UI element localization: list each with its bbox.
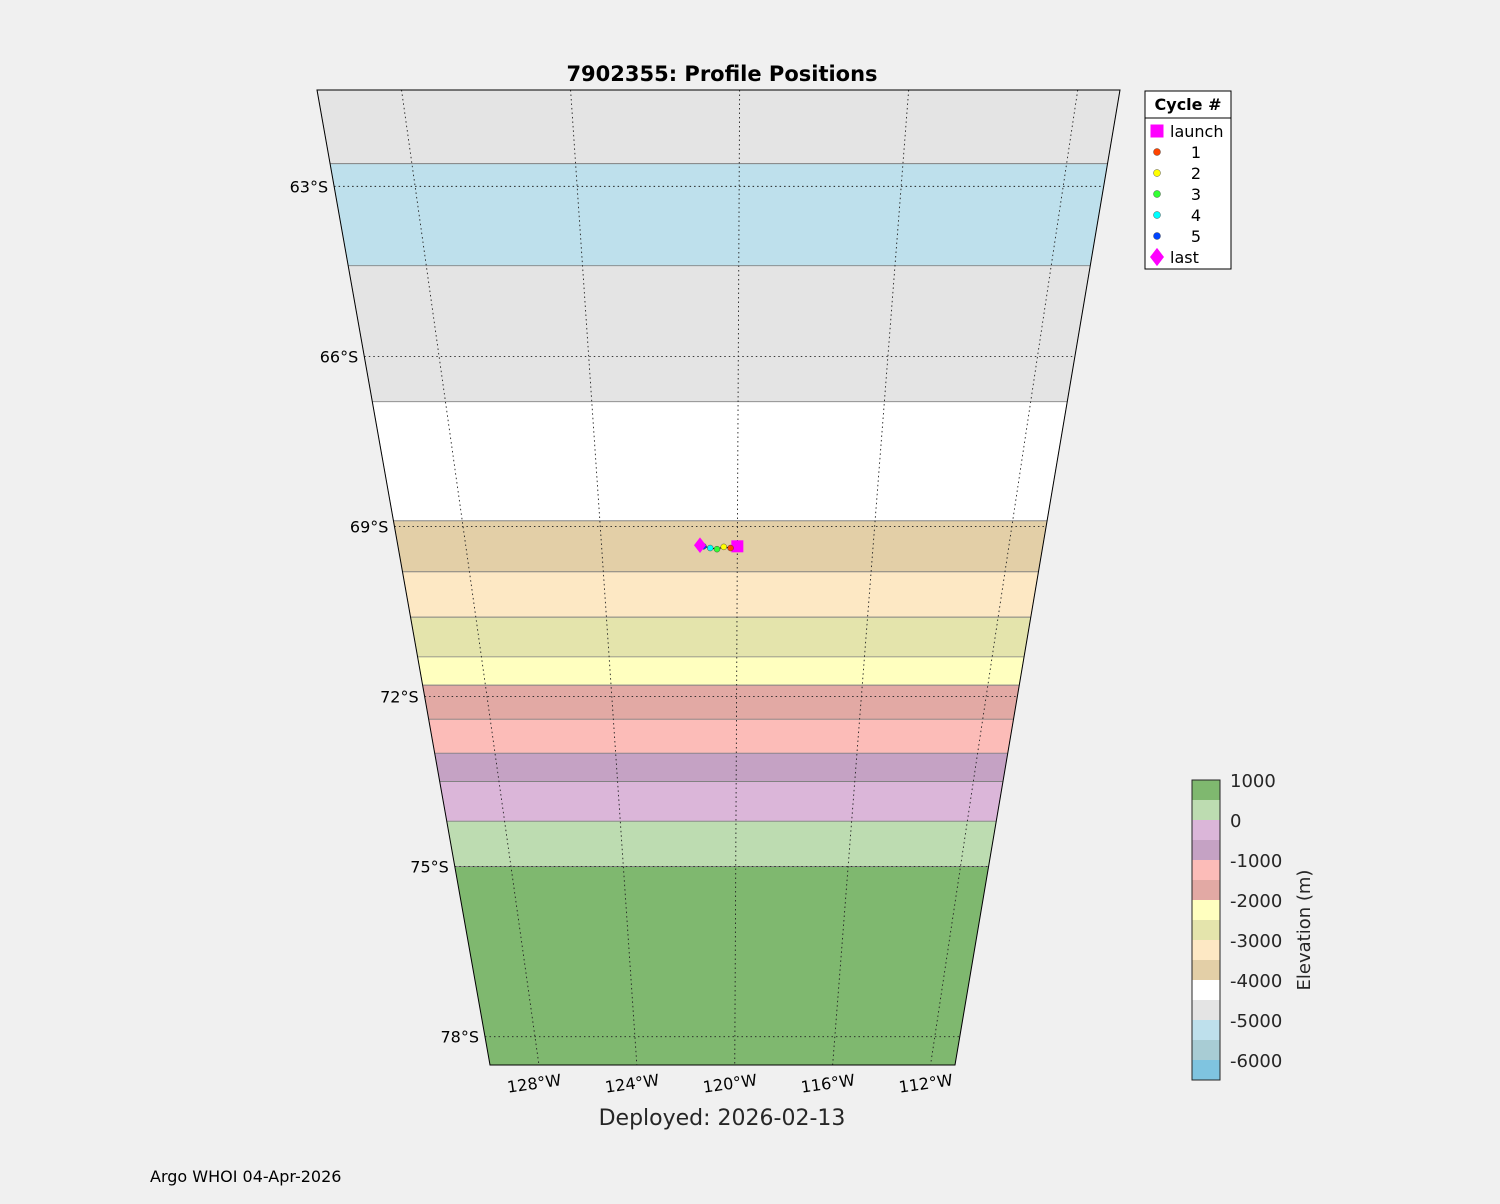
colorbar-swatch <box>1192 980 1220 1000</box>
lat-tick-label: 78°S <box>440 1028 479 1047</box>
legend-header: Cycle # <box>1155 95 1222 114</box>
lat-tick-label: 75°S <box>410 858 449 877</box>
lon-tick-label: 120°W <box>702 1070 759 1096</box>
lat-tick-label: 69°S <box>350 517 389 536</box>
lon-tick-label: 124°W <box>604 1070 661 1096</box>
legend-item-label: 1 <box>1191 143 1201 162</box>
colorbar-swatch <box>1192 780 1220 800</box>
colorbar-swatch <box>1192 940 1220 960</box>
elevation-bands <box>317 90 1120 1065</box>
legend-box <box>1144 90 1232 270</box>
legend: Cycle # launch 1 2 3 4 5 last <box>1144 90 1232 270</box>
lon-tick-label: 116°W <box>800 1070 857 1096</box>
map-area: 63°S 66°S 69°S 72°S 75°S 78°S 128°W 124°… <box>290 89 1121 1097</box>
x-axis-label: Deployed: 2026-02-13 <box>599 1106 846 1131</box>
graticule <box>334 90 1104 1065</box>
colorbar-tick-label: 1000 <box>1230 771 1276 792</box>
colorbar-tick-label: 0 <box>1230 811 1241 832</box>
elevation-band <box>417 656 1025 686</box>
legend-item-label: 5 <box>1191 227 1201 246</box>
colorbar-swatch <box>1192 820 1220 840</box>
colorbar-tick-label: -3000 <box>1230 931 1282 952</box>
profile-marker <box>713 545 721 553</box>
colorbar-tick-label: -4000 <box>1230 971 1282 992</box>
elevation-band <box>347 265 1091 403</box>
colorbar-tick-labels: 1000 0 -1000 -2000 -3000 -4000 -5000 -60… <box>1230 771 1282 1072</box>
colorbar-swatch <box>1192 840 1220 860</box>
profile-marker <box>727 544 734 552</box>
colorbar-tick-label: -5000 <box>1230 1011 1282 1032</box>
lon-tick-label: 128°W <box>506 1070 563 1096</box>
legend-item-label: 3 <box>1191 185 1201 204</box>
elevation-band <box>402 571 1039 618</box>
profile-marker <box>720 543 727 551</box>
colorbar-swatch <box>1192 1040 1220 1060</box>
elevation-band <box>392 520 1048 573</box>
elevation-band <box>410 616 1032 658</box>
colorbar-swatch <box>1192 800 1220 820</box>
elevation-band <box>434 752 1009 782</box>
latitude-tick-labels: 63°S 66°S 69°S 72°S 75°S 78°S <box>290 177 479 1046</box>
legend-item-label: 2 <box>1191 164 1201 183</box>
colorbar-swatch <box>1192 960 1220 980</box>
colorbar-swatches <box>1192 780 1220 1080</box>
elevation-band <box>329 163 1109 267</box>
colorbar-frame <box>1191 779 1221 1081</box>
legend-marker <box>1153 169 1161 177</box>
colorbar-swatch <box>1192 920 1220 940</box>
colorbar-swatch <box>1192 860 1220 880</box>
elevation-band <box>428 718 1014 754</box>
profile-marker <box>707 544 714 552</box>
elevation-band <box>422 684 1020 720</box>
legend-marker <box>1153 190 1161 198</box>
legend-items: launch 1 2 3 4 5 last <box>1150 122 1223 267</box>
lat-tick-label: 63°S <box>290 177 329 196</box>
legend-item-label: 4 <box>1191 206 1201 225</box>
lat-tick-label: 66°S <box>320 347 359 366</box>
map-frame <box>316 89 1121 1066</box>
meridian-line <box>734 90 741 1065</box>
elevation-band <box>439 781 1004 822</box>
colorbar-tick-label: -2000 <box>1230 891 1282 912</box>
meridian-line <box>570 90 638 1065</box>
float-track <box>693 537 744 553</box>
colorbar-swatch <box>1192 1020 1220 1040</box>
colorbar-swatch <box>1192 1000 1220 1020</box>
profile-marker <box>731 540 744 553</box>
colorbar-tick-label: -1000 <box>1230 851 1282 872</box>
legend-marker <box>1150 124 1164 138</box>
colorbar: 1000 0 -1000 -2000 -3000 -4000 -5000 -60… <box>1191 771 1315 1081</box>
elevation-band <box>371 401 1068 522</box>
legend-marker <box>1150 247 1164 267</box>
colorbar-swatch <box>1192 1060 1220 1080</box>
profile-marker <box>693 537 706 553</box>
meridian-line <box>832 90 910 1065</box>
colorbar-tick-label: -6000 <box>1230 1051 1282 1072</box>
legend-item-label: last <box>1170 248 1199 267</box>
legend-marker <box>1153 148 1161 156</box>
legend-marker <box>1153 232 1161 240</box>
elevation-band <box>317 90 1120 165</box>
elevation-band <box>446 820 997 867</box>
colorbar-label: Elevation (m) <box>1294 870 1315 991</box>
legend-item-label: launch <box>1170 122 1223 141</box>
chart-title: 7902355: Profile Positions <box>566 62 877 86</box>
colorbar-swatch <box>1192 880 1220 900</box>
longitude-tick-labels: 128°W 124°W 120°W 116°W 112°W <box>506 1070 954 1096</box>
lon-tick-label: 112°W <box>898 1070 955 1096</box>
footer-credit: Argo WHOI 04-Apr-2026 <box>150 1167 341 1186</box>
legend-marker <box>1153 211 1161 219</box>
colorbar-swatch <box>1192 900 1220 920</box>
lat-tick-label: 72°S <box>380 688 419 707</box>
